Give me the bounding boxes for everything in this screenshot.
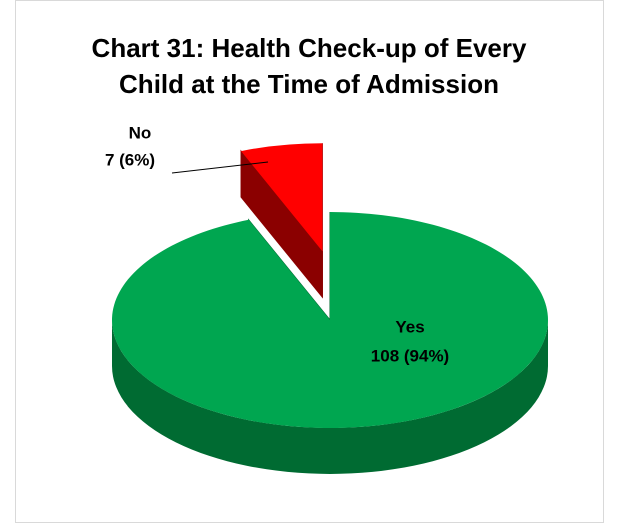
pie — [111, 143, 548, 474]
slice-label: No — [129, 123, 152, 142]
slice — [111, 212, 548, 428]
slice-value-label: 108 (94%) — [371, 346, 449, 365]
chart-title: Chart 31: Health Check-up of Every Child… — [91, 33, 527, 99]
slice-label: Yes — [395, 317, 424, 336]
slice — [241, 143, 323, 252]
slice-value-label: 7 (6%) — [105, 150, 155, 169]
leader-line — [171, 161, 269, 174]
slice-wall — [112, 320, 548, 474]
